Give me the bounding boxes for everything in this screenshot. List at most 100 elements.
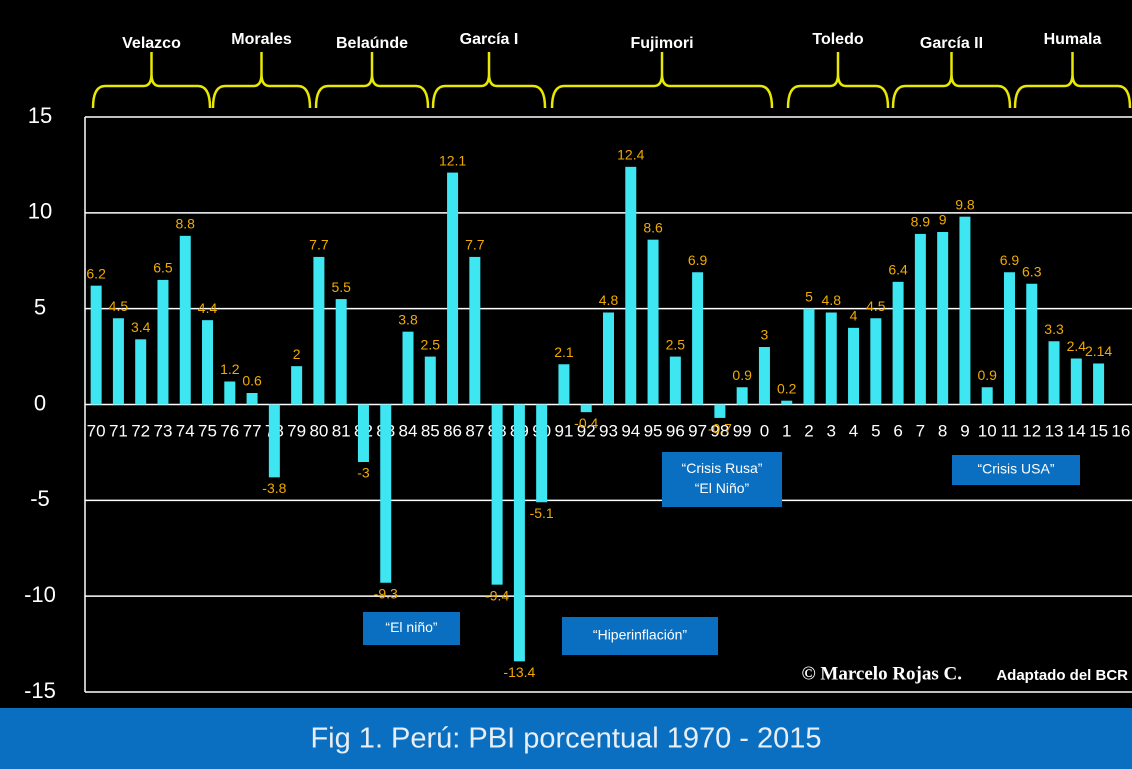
value-label: 2.1 bbox=[554, 344, 574, 360]
bar bbox=[603, 312, 614, 405]
value-label: -9.3 bbox=[374, 585, 398, 601]
value-label: 3.3 bbox=[1044, 321, 1064, 337]
bar bbox=[892, 281, 904, 405]
x-tick-label: 79 bbox=[287, 421, 306, 440]
value-label: 6.4 bbox=[888, 262, 908, 278]
value-label: 2.5 bbox=[421, 336, 441, 352]
value-label: 7.7 bbox=[309, 237, 329, 253]
annotation-text: “El Niño” bbox=[695, 480, 750, 496]
annotation-text: “El niño” bbox=[385, 619, 437, 635]
bar bbox=[558, 364, 570, 405]
x-tick-label: 98 bbox=[710, 421, 729, 440]
bar bbox=[981, 387, 993, 405]
x-tick-label: 7 bbox=[916, 421, 925, 440]
value-label: 6.9 bbox=[688, 252, 708, 268]
period-label: García I bbox=[460, 31, 519, 48]
bar bbox=[224, 381, 236, 405]
x-tick-label: 2 bbox=[804, 421, 813, 440]
x-tick-label: 81 bbox=[332, 421, 351, 440]
x-tick-label: 76 bbox=[220, 421, 239, 440]
bar bbox=[357, 404, 369, 462]
bar bbox=[157, 279, 169, 405]
bar bbox=[135, 339, 147, 405]
annotation-text: “Crisis USA” bbox=[978, 461, 1055, 477]
x-tick-label: 75 bbox=[198, 421, 217, 440]
period-label: Fujimori bbox=[630, 35, 693, 52]
annotation-text: “Crisis Rusa” bbox=[682, 460, 763, 476]
period-bracket bbox=[1013, 52, 1132, 109]
y-tick-label: 15 bbox=[28, 103, 52, 128]
bar bbox=[380, 404, 392, 583]
bar bbox=[112, 318, 124, 405]
value-label: 8.9 bbox=[911, 214, 931, 230]
bar bbox=[736, 387, 748, 405]
bar bbox=[1003, 272, 1015, 405]
value-label: -3.8 bbox=[262, 480, 286, 496]
x-tick-label: 92 bbox=[577, 421, 596, 440]
value-label: 4.5 bbox=[866, 298, 886, 314]
value-label: 12.4 bbox=[617, 147, 644, 163]
value-label: 2.5 bbox=[666, 336, 686, 352]
y-tick-label: 5 bbox=[34, 294, 46, 319]
bar bbox=[202, 320, 214, 405]
value-label: 5 bbox=[805, 288, 813, 304]
value-label: 9.8 bbox=[955, 196, 975, 212]
x-tick-label: 14 bbox=[1067, 421, 1086, 440]
y-tick-label: -15 bbox=[24, 678, 56, 703]
value-label: 0.2 bbox=[777, 380, 797, 396]
value-label: 6.2 bbox=[86, 265, 106, 281]
value-label: 6.5 bbox=[153, 260, 173, 276]
value-label: 4.8 bbox=[822, 292, 842, 308]
annotation-box bbox=[952, 455, 1080, 485]
x-tick-label: 87 bbox=[465, 421, 484, 440]
x-tick-label: 74 bbox=[176, 421, 195, 440]
value-label: 6.3 bbox=[1022, 263, 1042, 279]
annotation-box bbox=[662, 452, 782, 507]
value-label: 3.8 bbox=[398, 311, 418, 327]
x-tick-label: 99 bbox=[733, 421, 752, 440]
x-tick-label: 15 bbox=[1089, 421, 1108, 440]
chart-title: Fig 1. Perú: PBI porcentual 1970 - 2015 bbox=[310, 723, 821, 755]
value-label: 5.5 bbox=[331, 279, 351, 295]
footer-band bbox=[0, 708, 1132, 769]
value-label: 3.4 bbox=[131, 319, 151, 335]
x-tick-label: 3 bbox=[827, 421, 836, 440]
x-tick-label: 10 bbox=[978, 421, 997, 440]
bar bbox=[914, 233, 926, 405]
bar bbox=[580, 404, 592, 413]
period-label: Morales bbox=[231, 31, 292, 48]
value-label: -0.7 bbox=[708, 421, 732, 437]
bar bbox=[848, 327, 860, 405]
value-label: 9 bbox=[939, 212, 947, 228]
value-label: 2.14 bbox=[1085, 343, 1112, 359]
x-tick-label: 95 bbox=[644, 421, 663, 440]
period-label: Toledo bbox=[812, 31, 863, 48]
value-label: -0.4 bbox=[574, 415, 598, 431]
x-tick-label: 73 bbox=[154, 421, 173, 440]
period-label: García II bbox=[920, 35, 983, 52]
period-bracket bbox=[91, 52, 212, 109]
bar bbox=[1048, 341, 1060, 405]
x-tick-label: 84 bbox=[399, 421, 418, 440]
x-tick-label: 80 bbox=[309, 421, 328, 440]
x-tick-label: 97 bbox=[688, 421, 707, 440]
value-label: 3 bbox=[761, 327, 769, 343]
period-bracket bbox=[550, 52, 774, 109]
x-tick-label: 94 bbox=[621, 421, 640, 440]
bar bbox=[313, 256, 325, 405]
x-tick-label: 96 bbox=[666, 421, 685, 440]
x-tick-label: 71 bbox=[109, 421, 128, 440]
period-bracket bbox=[431, 52, 547, 109]
value-label: 0.6 bbox=[242, 373, 262, 389]
bar bbox=[424, 356, 436, 405]
value-label: 0.9 bbox=[977, 367, 997, 383]
bar bbox=[825, 312, 837, 405]
period-label: Humala bbox=[1044, 31, 1102, 48]
bar bbox=[1026, 283, 1038, 405]
x-tick-label: 91 bbox=[554, 421, 573, 440]
value-label: 2.4 bbox=[1067, 338, 1087, 354]
x-tick-label: 5 bbox=[871, 421, 880, 440]
bar bbox=[803, 308, 815, 405]
bar bbox=[714, 404, 726, 418]
